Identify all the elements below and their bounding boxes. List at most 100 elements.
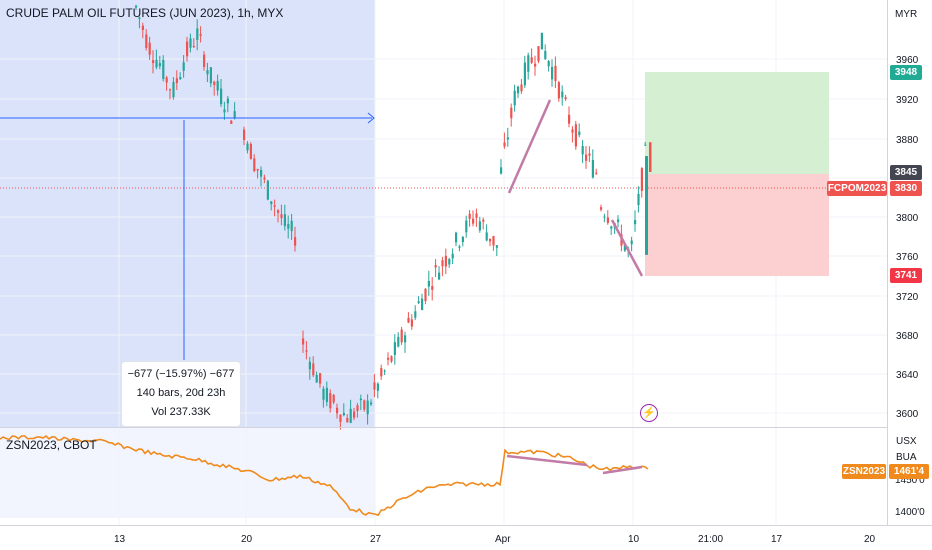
candle-body — [339, 414, 342, 422]
candle-body — [270, 201, 273, 205]
price-tick: 3640 — [896, 370, 919, 381]
candle-body — [568, 114, 571, 124]
candle-body — [209, 67, 212, 84]
candle-body — [510, 107, 513, 119]
candle-body — [472, 218, 475, 224]
candle-body — [260, 169, 263, 177]
target-zone — [645, 72, 829, 174]
candle-body — [640, 168, 643, 191]
candle-body — [230, 120, 233, 124]
candle-body — [407, 317, 410, 323]
candle-body — [578, 131, 581, 136]
time-axis: 13 20 27 Apr 10 21:00 17 20 — [114, 534, 876, 545]
indicator-axis-unit: USX — [896, 436, 917, 447]
price-tick: 3800 — [896, 213, 919, 224]
indicator-value-tag: 1461'4 — [889, 464, 929, 479]
candle-body — [441, 260, 444, 267]
candle-body — [312, 363, 315, 376]
candle-body — [356, 405, 359, 411]
candle-body — [390, 356, 393, 362]
candle-body — [438, 272, 441, 280]
indicator-symbol-tag: ZSN2023 — [842, 464, 886, 479]
indicator-line — [0, 434, 649, 517]
candle-body — [145, 34, 148, 48]
time-label: 21:00 — [698, 534, 723, 545]
candle-body — [489, 238, 492, 242]
indicator-axis-unit2: BUA — [896, 452, 917, 463]
price-tick: 3720 — [896, 292, 919, 303]
candle-body — [557, 82, 560, 99]
candle-body — [302, 338, 305, 345]
candle-body — [383, 370, 386, 372]
measure-tooltip: −677 (−15.97%) −677 140 bars, 20d 23h Vo… — [121, 361, 241, 427]
candle-body — [534, 63, 537, 67]
candle-body — [581, 145, 584, 155]
time-label: 20 — [241, 534, 253, 545]
candle-body — [246, 143, 249, 151]
price-tick: 3880 — [896, 135, 919, 146]
measure-selection-area — [0, 0, 375, 427]
candle-body — [319, 373, 322, 384]
candle-body — [649, 142, 652, 172]
candle-body — [561, 91, 564, 98]
current-price-tag: 3830 — [890, 181, 922, 196]
candle-body — [564, 97, 567, 100]
candle-body — [400, 329, 403, 343]
candle-body — [554, 65, 557, 81]
lightning-icon[interactable]: ⚡ — [640, 404, 658, 422]
price-tick: 3760 — [896, 252, 919, 263]
candle-body — [630, 240, 633, 245]
candle-body — [277, 210, 280, 213]
candle-body — [172, 82, 175, 98]
candle-body — [182, 62, 185, 71]
candle-body — [329, 392, 332, 409]
candle-body — [537, 46, 540, 62]
candle-body — [410, 319, 413, 327]
candle-body — [213, 81, 216, 86]
candle-body — [152, 60, 155, 64]
candle-body — [574, 124, 577, 147]
candle-body — [370, 402, 373, 405]
price-tick: 3920 — [896, 95, 919, 106]
candle-body — [513, 90, 516, 106]
measure-volume: Vol 237.33K — [151, 406, 211, 418]
candle-body — [380, 368, 383, 377]
candle-body — [196, 28, 199, 40]
candle-body — [637, 193, 640, 206]
candle-body — [294, 237, 297, 246]
candle-body — [322, 388, 325, 400]
candle-body — [138, 17, 141, 19]
candle-body — [458, 246, 461, 248]
candle-body — [506, 137, 509, 140]
candle-body — [448, 259, 451, 265]
time-label: 10 — [628, 534, 640, 545]
price-axis-unit: MYR — [895, 9, 917, 20]
candle-body — [189, 38, 192, 48]
candle-body — [169, 89, 172, 91]
candle-body — [492, 236, 495, 246]
price-axis-ticks: 3960 3920 3880 3800 3760 3720 3680 3640 … — [895, 9, 919, 420]
candle-body — [305, 350, 308, 352]
candle-body — [287, 223, 290, 229]
measure-bars: 140 bars, 20d 23h — [136, 387, 226, 399]
candle-body — [175, 78, 178, 84]
candle-body — [600, 207, 603, 210]
candle-body — [283, 214, 286, 227]
candle-body — [376, 383, 379, 391]
candle-body — [444, 255, 447, 267]
candle-body — [571, 129, 574, 133]
stop-zone — [645, 174, 829, 276]
candle-body — [199, 34, 202, 36]
candle-body — [363, 400, 366, 410]
candle-body — [461, 236, 464, 243]
candle-body — [644, 144, 647, 146]
candle-body — [551, 66, 554, 80]
candle-body — [192, 45, 195, 47]
candle-body — [468, 213, 471, 219]
candle-body — [186, 41, 189, 57]
candle-body — [273, 205, 276, 207]
candle-body — [544, 50, 547, 59]
candle-body — [547, 61, 550, 67]
indicator-title: ZSN2023, CBOT — [6, 438, 97, 452]
